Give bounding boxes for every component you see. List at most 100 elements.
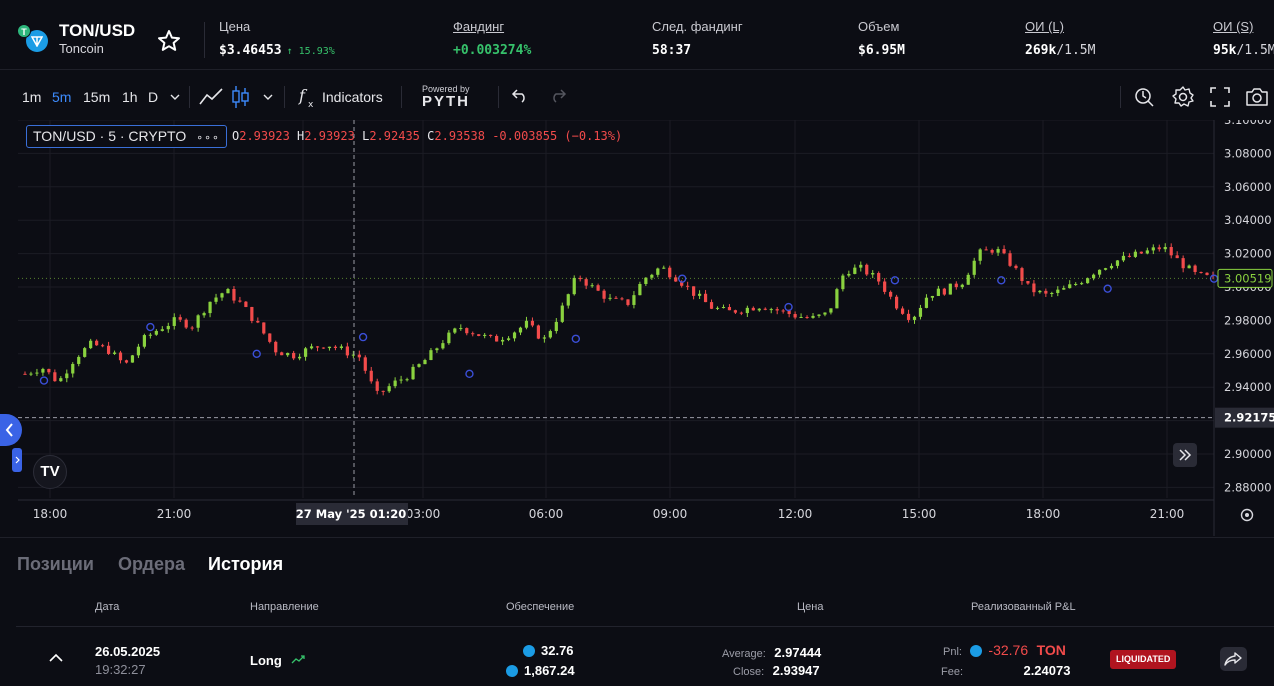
candle-body [280,352,284,356]
trade-marker [39,376,49,385]
favorite-star-icon[interactable] [156,28,184,54]
candle-body [662,267,666,269]
candle-body [130,355,135,363]
candle-body [739,312,743,314]
crosshair-price-label: 2.92175 [1224,411,1274,425]
redo-icon[interactable] [549,88,567,109]
timeframe-5m[interactable]: 5m [52,89,72,105]
line-chart-icon[interactable] [199,86,223,113]
candle-body [106,345,111,354]
price-chart[interactable]: 3.100003.080003.060003.040003.020003.000… [0,120,1274,536]
replay-icon[interactable] [1132,85,1156,114]
chevron-down-icon[interactable] [261,90,275,108]
candle-body [298,356,302,359]
y-tick-label: 2.98000 [1224,313,1272,327]
candle-body [1133,251,1137,257]
row-time: 19:32:27 [95,662,146,677]
symbol-legend[interactable]: TON/USD · 5 · CRYPTO ∘∘∘ [26,125,227,148]
candle-body [590,285,594,287]
candle-body [596,285,600,291]
share-button[interactable] [1220,647,1247,671]
candle-body [614,297,618,299]
tab-history[interactable]: История [208,554,284,574]
row-collateral-1: 32.76 [523,643,574,658]
candle-body [823,312,827,315]
collapse-panel-button[interactable] [0,414,22,446]
candle-body [118,352,123,361]
expand-row-button[interactable] [47,651,65,670]
candle-body [680,281,684,286]
candle-body [148,334,152,336]
settings-icon[interactable] [1171,85,1195,114]
candle-body [775,309,779,311]
candle-body [518,327,523,333]
candle-body [23,373,27,375]
candle-body [817,314,821,316]
candle-body [715,307,720,309]
candle-body [757,308,761,311]
more-icon[interactable]: ∘∘∘ [196,132,220,144]
candle-body [274,341,278,353]
tab-positions[interactable]: Позиции [17,554,94,574]
timeframe-1m[interactable]: 1m [22,89,42,105]
candle-body [214,297,218,302]
candle-body [948,283,952,295]
undo-icon[interactable] [511,88,529,109]
row-collateral-2: 1,867.24 [506,663,575,678]
next-funding-value: 58:37 [652,43,692,58]
candle-body [889,291,893,297]
candle-body [554,321,558,332]
row-pnl: Pnl: -32.76 TON [943,642,1066,658]
candle-body [292,352,296,359]
scroll-to-realtime-button[interactable] [1173,443,1197,467]
candle-body [912,316,917,320]
candle-body [220,293,224,298]
camera-icon[interactable] [1245,86,1269,113]
candle-body [71,363,75,374]
timeframe-d[interactable]: D [148,89,159,105]
candles-icon[interactable] [231,85,251,114]
candle-body [483,334,487,336]
candle-body [978,249,982,261]
candle-body [1092,274,1096,279]
candle-body [363,357,367,371]
svg-text:f: f [298,86,308,105]
col-realized-pnl: Реализованный P&L [971,601,1076,613]
candle-body [184,319,188,328]
candle-body [602,290,606,299]
pair-name: Toncoin [59,41,104,56]
y-tick-label: 2.96000 [1224,347,1272,361]
stat-funding[interactable]: Фандинг +0.003274% [453,19,532,58]
timeframe-15m[interactable]: 15m [83,89,111,105]
tab-orders[interactable]: Ордера [118,554,185,574]
candle-body [1109,265,1114,269]
chevron-down-icon[interactable] [168,90,182,108]
tradingview-logo[interactable]: TV [33,455,67,489]
candle-body [1038,290,1042,293]
candle-body [751,307,755,311]
timeframe-1h[interactable]: 1h [122,89,138,105]
x-tick-label: 18:00 [33,507,68,521]
pair-title[interactable]: TON/USD [59,21,136,40]
indicators-button[interactable]: Indicators [322,89,383,105]
candle-body [309,346,314,349]
axis-settings-icon[interactable] [1240,508,1254,522]
candle-body [811,315,815,318]
candle-body [465,328,469,334]
stat-oi-short[interactable]: ОИ (S) 95k/1.5M [1213,19,1274,58]
fullscreen-icon[interactable] [1210,87,1230,112]
candle-body [620,298,624,300]
trade-marker [465,369,474,379]
drawing-panel-toggle[interactable] [12,448,22,472]
positions-panel: Позиции Ордера История Дата Направление … [0,537,1274,686]
candle-body [441,343,445,349]
candle-body [202,313,206,316]
candle-body [53,372,57,382]
chart-canvas[interactable]: 3.100003.080003.060003.040003.020003.000… [18,120,1274,536]
stat-oi-long[interactable]: ОИ (L) 269k/1.5M [1025,19,1096,58]
candle-body [1068,284,1072,289]
candle-body [942,288,946,295]
trade-marker [784,302,793,312]
candle-body [548,331,552,338]
